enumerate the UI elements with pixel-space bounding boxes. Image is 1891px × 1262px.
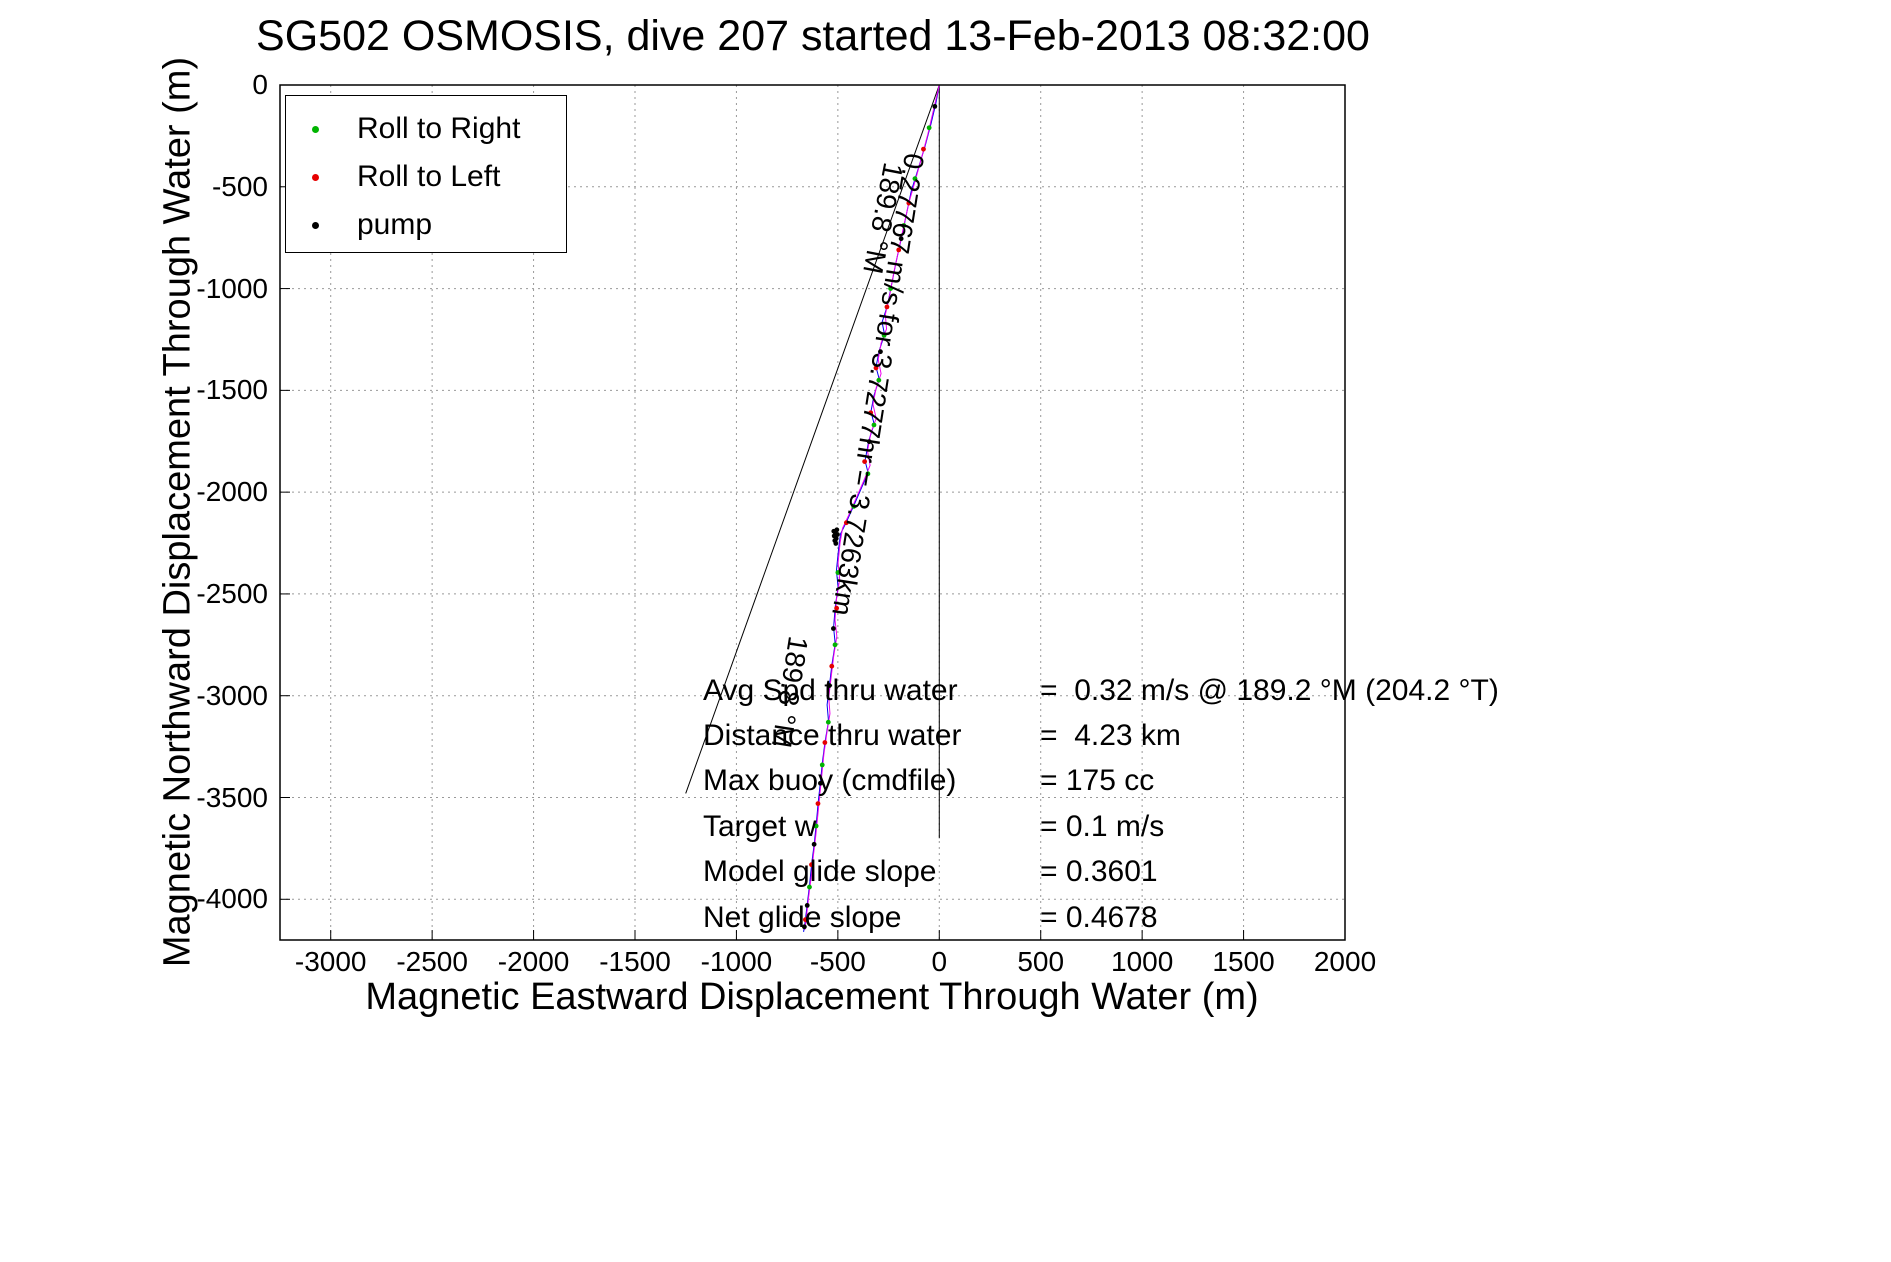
stats-label: Avg Spd thru water: [703, 673, 958, 707]
x-tick-label: -2500: [396, 946, 468, 977]
stats-value: = 4.23 km: [1040, 719, 1181, 753]
y-tick-label: -3500: [196, 781, 268, 813]
x-tick-label: 0: [931, 946, 948, 977]
stats-value: = 0.1 m/s: [1040, 809, 1165, 843]
stats-block: Avg Spd thru water = 0.32 m/s @ 189.2 °M …: [703, 668, 1499, 940]
y-tick-label: -1500: [196, 374, 268, 406]
x-axis-label: Magnetic Eastward Displacement Through W…: [365, 976, 1259, 1018]
x-tick-label: -3000: [294, 946, 367, 977]
plot-border: [279, 84, 1346, 941]
y-tick-label: -4000: [196, 883, 268, 915]
x-tick-label: 500: [1017, 946, 1065, 977]
x-tick-label: -500: [809, 946, 866, 977]
y-tick-label: -3000: [196, 679, 268, 711]
y-tick-label: 0: [252, 69, 268, 100]
y-tick-label: -2000: [196, 476, 268, 508]
markers-pump: [801, 103, 938, 930]
stats-row: Avg Spd thru water = 0.32 m/s @ 189.2 °M …: [703, 668, 1499, 713]
legend-item-roll-to-right: Roll to Right: [286, 105, 566, 153]
stats-value: = 0.32 m/s @ 189.2 °M (204.2 °T): [1040, 673, 1499, 707]
legend: Roll to Right Roll to Left pump: [285, 95, 567, 253]
stats-label: Model glide slope: [703, 855, 937, 889]
legend-label: Roll to Right: [357, 112, 521, 145]
bearing-line: [685, 84, 940, 794]
markers-roll-left: [803, 146, 926, 923]
legend-item-pump: pump: [286, 201, 566, 249]
stats-row: Model glide slope = 0.3601: [703, 850, 1499, 895]
y-tick-label: -2500: [196, 577, 268, 609]
stats-label: Target w: [703, 809, 817, 843]
legend-label: Roll to Left: [357, 160, 501, 193]
x-tick-label: 2000: [1313, 946, 1377, 977]
stats-value: = 175 cc: [1040, 764, 1155, 798]
stats-value: = 0.4678: [1040, 900, 1158, 934]
legend-item-roll-to-left: Roll to Left: [286, 153, 566, 201]
x-tick-label: -2000: [497, 946, 570, 977]
pump-marker-icon: [312, 221, 319, 229]
stats-label: Distance thru water: [703, 719, 962, 753]
markers-roll-right: [807, 125, 932, 890]
stats-label: Max buoy (cmdfile): [703, 764, 957, 798]
stats-row: Net glide slope = 0.4678: [703, 895, 1499, 940]
y-tick-label: -500: [211, 170, 268, 202]
x-tick-label: -1500: [599, 946, 671, 977]
stats-row: Max buoy (cmdfile) = 175 cc: [703, 759, 1499, 804]
x-tick-label: 1000: [1110, 946, 1174, 977]
legend-label: pump: [357, 208, 433, 241]
stats-value: = 0.3601: [1040, 855, 1158, 889]
chart-title: SG502 OSMOSIS, dive 207 started 13-Feb-2…: [256, 12, 1370, 60]
stats-row: Distance thru water = 4.23 km: [703, 713, 1499, 758]
roll-to-right-marker-icon: [312, 125, 319, 133]
axis-tick-marks: [280, 84, 1346, 940]
roll-to-left-marker-icon: [312, 173, 319, 181]
x-tick-label: 1500: [1212, 946, 1275, 977]
y-axis-label: Magnetic Northward Displacement Through …: [156, 56, 199, 968]
stats-label: Net glide slope: [703, 900, 902, 934]
stats-row: Target w = 0.1 m/s: [703, 804, 1499, 849]
y-tick-label: -1000: [196, 272, 268, 304]
x-tick-label: -1000: [700, 946, 773, 977]
